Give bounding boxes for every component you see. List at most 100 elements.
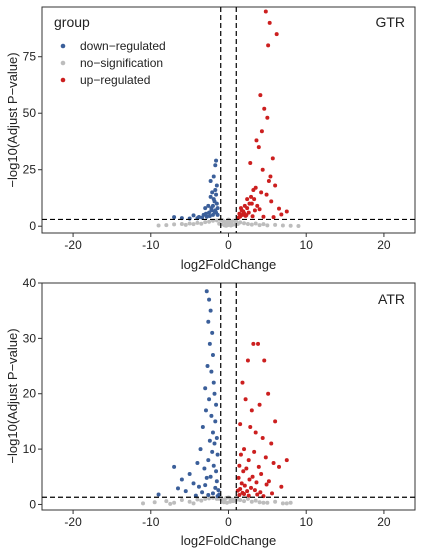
point-up xyxy=(250,214,255,219)
point-down xyxy=(210,430,215,435)
point-down xyxy=(200,424,205,429)
point-up xyxy=(245,197,250,202)
threshold-lines xyxy=(42,283,415,510)
point-up xyxy=(259,129,264,134)
point-up xyxy=(265,115,270,120)
point-down xyxy=(210,352,215,357)
y-tick-label: 10 xyxy=(23,442,37,456)
point-down xyxy=(215,206,220,211)
point-down xyxy=(211,463,216,468)
y-tick-label: 25 xyxy=(23,163,37,177)
point-down xyxy=(172,215,177,220)
point-down xyxy=(193,493,198,498)
point-up xyxy=(249,485,254,490)
x-tick-label: 10 xyxy=(300,515,314,529)
point-up xyxy=(243,397,248,402)
point-none xyxy=(172,500,177,505)
point-down xyxy=(195,460,200,465)
point-up xyxy=(253,185,258,190)
point-down xyxy=(210,190,215,195)
point-up xyxy=(267,20,272,25)
point-down xyxy=(213,163,218,168)
point-down xyxy=(213,188,218,193)
point-up xyxy=(242,491,247,496)
point-up xyxy=(254,480,259,485)
point-up xyxy=(260,436,265,441)
point-down xyxy=(196,214,201,219)
panel-label: GTR xyxy=(375,14,405,30)
point-none xyxy=(284,501,289,506)
point-none xyxy=(156,223,161,228)
point-down xyxy=(203,206,208,211)
y-tick-label: 50 xyxy=(23,106,37,120)
point-up xyxy=(246,493,251,498)
point-up xyxy=(236,475,241,480)
data-points xyxy=(156,9,301,228)
legend-down-marker xyxy=(60,43,66,49)
point-none xyxy=(257,223,262,228)
point-none xyxy=(261,222,266,227)
point-none xyxy=(280,223,285,228)
x-tick-label: 10 xyxy=(300,238,314,252)
point-none xyxy=(296,223,301,228)
point-up xyxy=(249,194,254,199)
point-none xyxy=(164,223,169,228)
point-up xyxy=(259,472,264,477)
x-axis-title: log2FoldChange xyxy=(181,257,276,272)
point-up xyxy=(240,380,245,385)
axis-ticks: -20 -10 0 10 20 0 25 50 75 xyxy=(23,50,391,252)
point-down xyxy=(212,391,217,396)
point-up xyxy=(273,183,278,188)
point-up xyxy=(266,479,271,484)
point-up xyxy=(268,174,273,179)
point-up xyxy=(256,341,261,346)
point-none xyxy=(168,501,173,506)
point-up xyxy=(257,207,262,212)
point-up xyxy=(269,441,274,446)
point-up xyxy=(255,492,260,497)
point-none xyxy=(203,220,208,225)
point-down xyxy=(202,466,207,471)
point-down xyxy=(206,319,211,324)
point-up xyxy=(253,430,258,435)
point-none xyxy=(183,222,188,227)
point-down xyxy=(208,179,213,184)
point-down xyxy=(214,201,219,206)
point-up xyxy=(247,201,252,206)
point-none xyxy=(224,500,229,505)
point-none xyxy=(172,222,177,227)
point-up xyxy=(237,463,242,468)
point-down xyxy=(207,214,212,219)
point-down xyxy=(207,297,212,302)
point-down xyxy=(211,174,216,179)
point-none xyxy=(249,222,254,227)
point-none xyxy=(249,499,254,504)
gtr-volcano-panel: -20 -10 0 10 20 0 25 50 75 GTR group down−regula… xyxy=(5,6,416,272)
point-down xyxy=(205,364,210,369)
point-none xyxy=(219,222,224,227)
point-down xyxy=(209,369,214,374)
point-none xyxy=(199,498,204,503)
point-up xyxy=(274,32,279,37)
point-down xyxy=(156,492,161,497)
point-down xyxy=(215,452,220,457)
point-none xyxy=(187,499,192,504)
x-tick-label: -10 xyxy=(142,238,160,252)
point-down xyxy=(214,402,219,407)
point-up xyxy=(277,464,282,469)
point-up xyxy=(284,458,289,463)
point-down xyxy=(203,211,208,216)
point-none xyxy=(288,500,293,505)
plot-frame xyxy=(41,6,416,234)
point-up xyxy=(260,167,265,172)
point-up xyxy=(247,477,252,482)
point-down xyxy=(210,449,215,454)
point-up xyxy=(238,452,243,457)
point-down xyxy=(183,489,188,494)
point-none xyxy=(187,221,192,226)
point-down xyxy=(214,192,219,197)
point-none xyxy=(265,223,270,228)
point-up xyxy=(252,208,257,213)
legend-none-marker xyxy=(60,60,66,66)
point-up xyxy=(266,391,271,396)
